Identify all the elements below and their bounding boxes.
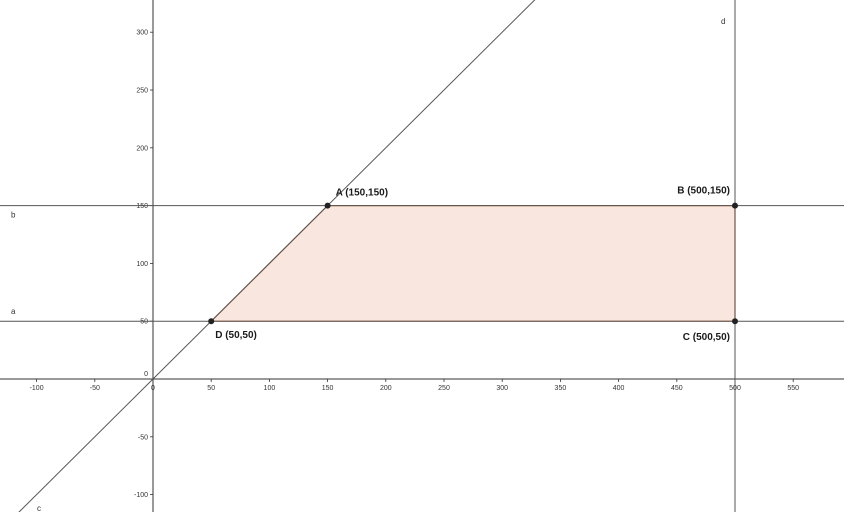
y-tick-label: 100: [136, 261, 148, 268]
point-c: [732, 318, 738, 325]
point-d: [208, 318, 215, 325]
points-layer: A (150,150) B (500,150) C (500,50) D (50,50…: [208, 186, 738, 343]
y-tick-label: 250: [136, 88, 148, 95]
y-tick-label: 200: [136, 145, 148, 152]
y-tick-label: -100: [134, 492, 148, 499]
line-d-label: d: [721, 17, 725, 26]
x-tick-label: 550: [787, 385, 799, 392]
x-tick-label: -100: [30, 385, 44, 392]
line-a-label: a: [11, 307, 16, 316]
y-tick-label: 150: [136, 203, 148, 210]
x-tick-label: 350: [555, 385, 567, 392]
point-b: [732, 202, 738, 209]
x-tick-label: 200: [380, 385, 392, 392]
origin-label: 0: [144, 371, 148, 378]
point-b-label: B (500,150): [677, 186, 730, 197]
point-a: [324, 202, 331, 209]
point-d-label: D (50,50): [215, 330, 257, 341]
line-c-label: c: [37, 504, 41, 512]
y-tick-label: -50: [138, 434, 148, 441]
x-tick-label: 250: [438, 385, 450, 392]
point-a-label: A (150,150): [336, 188, 388, 199]
x-tick-label: 100: [264, 385, 276, 392]
polygon-layer: [209, 205, 736, 322]
point-c-label: C (500,50): [683, 332, 730, 343]
line-b-label: b: [11, 211, 16, 220]
x-tick-label: 50: [207, 385, 215, 392]
polygon-abcd: [209, 205, 736, 322]
y-tick-label: 300: [136, 30, 148, 37]
x-tick-label: 0: [151, 385, 155, 392]
x-tick-label: 300: [496, 385, 508, 392]
y-tick-label: 50: [140, 319, 148, 326]
x-tick-label: 450: [671, 385, 683, 392]
x-tick-label: 400: [613, 385, 625, 392]
x-tick-label: 150: [322, 385, 334, 392]
x-tick-label: -50: [90, 385, 100, 392]
